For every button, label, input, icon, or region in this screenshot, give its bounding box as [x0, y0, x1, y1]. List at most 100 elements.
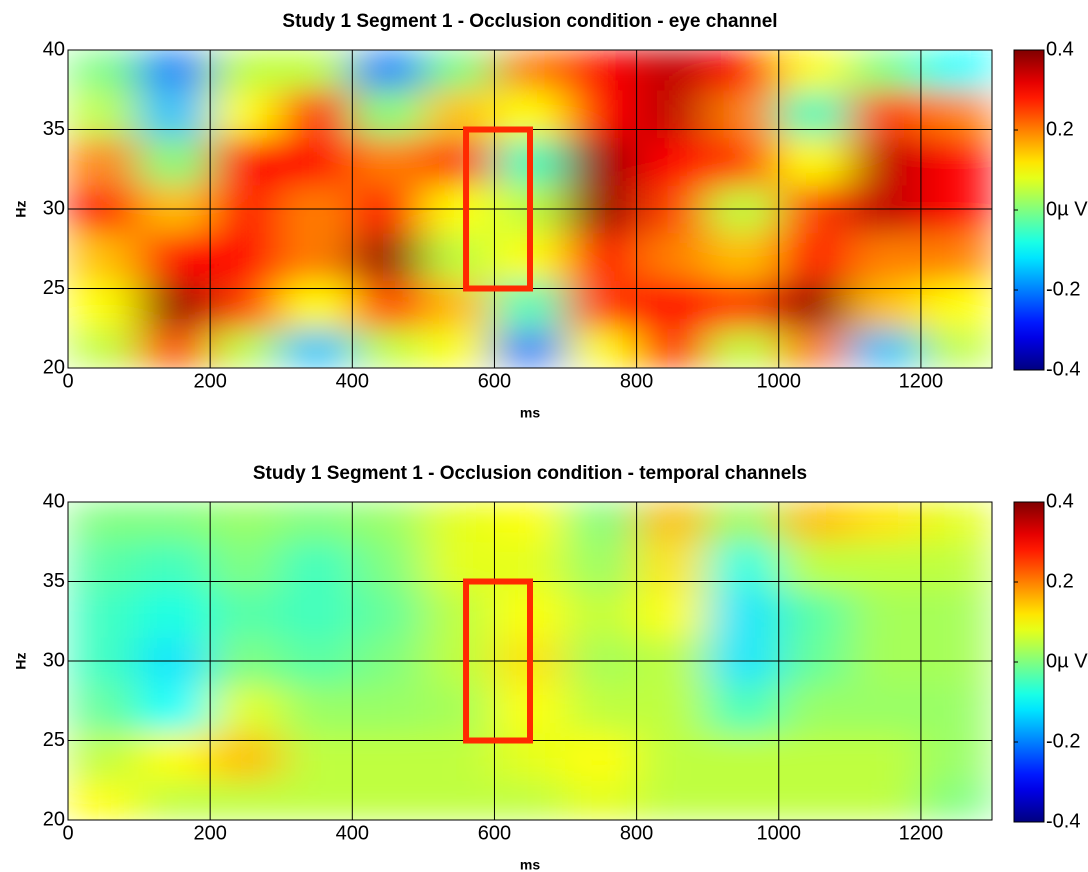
heatmap-cell — [138, 502, 211, 543]
heatmap-cell — [209, 280, 282, 329]
heatmap-cell — [351, 232, 424, 282]
heatmap-cell — [280, 588, 353, 638]
heatmap-cell — [68, 280, 140, 329]
heatmap-cell — [849, 684, 922, 734]
heatmap-cell — [849, 50, 922, 91]
heatmap-cell — [920, 136, 992, 186]
heatmap-cell — [209, 327, 282, 368]
colorbar-tick-label: 0.4 — [1046, 490, 1074, 512]
heatmap-cell — [493, 779, 567, 820]
heatmap-cell — [493, 50, 567, 91]
colorbar-tick-label: -0.2 — [1046, 730, 1080, 752]
x-tick-label: 1200 — [899, 370, 944, 392]
heatmap-cell — [920, 280, 992, 329]
heatmap-cell — [68, 232, 140, 282]
heatmap-cell — [280, 50, 353, 91]
y-tick-label: 20 — [43, 808, 65, 830]
x-tick-label: 1000 — [757, 370, 802, 392]
heatmap-area — [68, 502, 992, 820]
heatmap-cell — [209, 89, 282, 138]
x-tick-label: 600 — [478, 370, 511, 392]
y-tick-label: 35 — [43, 118, 65, 140]
heatmap-cell — [280, 327, 353, 368]
heatmap-cell — [280, 684, 353, 734]
heatmap-cell — [849, 732, 922, 781]
chart-title: Study 1 Segment 1 - Occlusion condition … — [282, 11, 777, 32]
heatmap-cell — [68, 89, 140, 138]
heatmap-cell — [68, 588, 140, 638]
y-tick-label: 30 — [43, 197, 65, 219]
colorbar-tick-label: 0.2 — [1046, 570, 1074, 592]
heatmap-cell — [565, 280, 638, 329]
x-tick-label: 600 — [478, 822, 511, 844]
highlight-box — [463, 126, 533, 292]
heatmap-cell — [920, 541, 992, 590]
heatmap-cell — [707, 232, 780, 282]
heatmap-cell — [280, 502, 353, 543]
heatmap-cell — [209, 779, 282, 820]
heatmap-cell — [422, 136, 495, 186]
colorbar-tick-label: -0.4 — [1046, 810, 1080, 832]
heatmap-cell — [849, 232, 922, 282]
heatmap-cell — [138, 588, 211, 638]
x-tick-label: 400 — [336, 370, 369, 392]
heatmap-cell — [209, 502, 282, 543]
chart-title: Study 1 Segment 1 - Occlusion condition … — [253, 463, 807, 484]
colorbar — [1013, 501, 1045, 823]
heatmap-cells — [68, 502, 992, 820]
heatmap-cell — [778, 327, 851, 368]
heatmap-cell — [138, 732, 211, 781]
heatmap-cell — [422, 779, 495, 820]
heatmap-cell — [920, 50, 992, 91]
heatmap-cell — [849, 779, 922, 820]
x-tick-label: 400 — [336, 822, 369, 844]
heatmap-cell — [351, 541, 424, 590]
heatmap-cell — [920, 89, 992, 138]
colorbar-tick-label: -0.2 — [1046, 278, 1080, 300]
heatmap-cell — [920, 327, 992, 368]
x-tick-label: 0 — [62, 370, 73, 392]
heatmap-cell — [351, 280, 424, 329]
heatmap-cell — [636, 232, 709, 282]
heatmap-cell — [920, 588, 992, 638]
x-tick-label: 800 — [620, 822, 653, 844]
heatmap-cell — [636, 684, 709, 734]
heatmap-cell — [138, 232, 211, 282]
colorbar-tick-label: 0µ V — [1046, 650, 1088, 672]
heatmap-cell — [138, 684, 211, 734]
y-tick-label: 40 — [43, 490, 65, 512]
heatmap-cell — [68, 50, 140, 91]
heatmap-cell — [778, 502, 851, 543]
colorbar-tick-label: -0.4 — [1046, 358, 1080, 380]
heatmap-cell — [280, 732, 353, 781]
heatmap-cell — [849, 136, 922, 186]
heatmap-cell — [778, 779, 851, 820]
heatmap-cell — [565, 779, 638, 820]
heatmap-cell — [351, 327, 424, 368]
heatmap-cell — [707, 136, 780, 186]
x-axis-label: ms — [520, 405, 540, 421]
x-tick-label: 800 — [620, 370, 653, 392]
heatmap-cell — [778, 136, 851, 186]
heatmap-cell — [778, 50, 851, 91]
heatmap-cell — [351, 684, 424, 734]
heatmap-cell — [565, 502, 638, 543]
x-tick-label: 200 — [193, 822, 226, 844]
x-tick-label: 1000 — [757, 822, 802, 844]
heatmap-cell — [68, 779, 140, 820]
heatmap-cell — [849, 280, 922, 329]
heatmap-cell — [351, 779, 424, 820]
heatmap-cell — [565, 50, 638, 91]
heatmap-cell — [209, 732, 282, 781]
heatmap-cell — [351, 50, 424, 91]
heatmap-cell — [849, 588, 922, 638]
x-tick-label: 0 — [62, 822, 73, 844]
heatmap-cell — [422, 327, 495, 368]
heatmap-cell — [138, 327, 211, 368]
heatmap-cell — [778, 588, 851, 638]
y-tick-label: 25 — [43, 277, 65, 299]
heatmap-cell — [565, 327, 638, 368]
heatmap-cell — [707, 779, 780, 820]
plot-frame — [67, 501, 993, 821]
